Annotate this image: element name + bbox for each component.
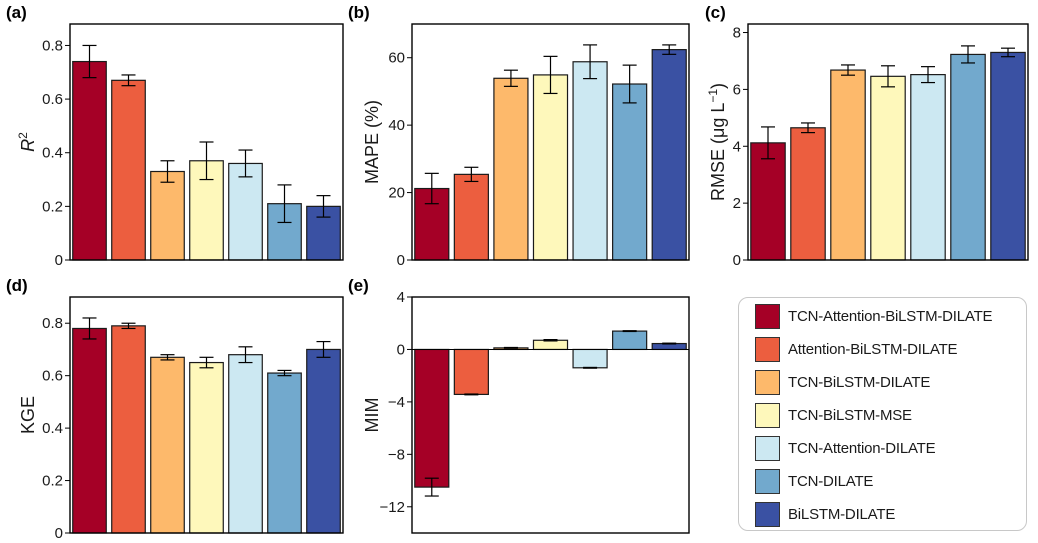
legend-label: Attention-BiLSTM-DILATE [788,341,958,358]
y-tick-label: −8 [388,446,405,463]
legend-label: TCN-Attention-DILATE [788,440,936,457]
panel-a: (a) 0 0.2 0.4 0.6 0.8 R2 [6,3,344,269]
bar [453,348,489,396]
legend-swatch [755,469,780,494]
y-tick-label: 0 [55,252,63,269]
plot-frame [411,296,690,534]
legend-swatch [755,337,780,362]
bar [572,348,608,369]
y-axis-title: RMSE (μg L−1) [706,83,728,201]
y-tick-label: 0.6 [42,368,63,385]
legend-swatch [755,370,780,395]
panel-d: (d) 0 0.2 0.4 0.6 0.8 KGE [6,276,344,542]
panel-label: (e) [348,276,369,295]
legend-item: TCN-Attention-DILATE [755,436,936,461]
bar [228,354,263,534]
legend-label: TCN-Attention-BiLSTM-DILATE [788,308,993,325]
y-tick-label: 0 [397,252,405,269]
legend-swatch [755,304,780,329]
y-tick-label: 40 [388,117,405,134]
panel-label: (b) [348,3,370,22]
bar [910,74,946,261]
y-tick-label: 2 [733,195,741,212]
bar [612,330,648,351]
bar [612,83,648,261]
bar [532,74,569,261]
y-tick-label: 0.2 [42,198,63,215]
panel-e: (e) −12 −8 −4 0 4 MIM [348,276,690,534]
legend-item: BiLSTM-DILATE [755,502,895,527]
legend-item: Attention-BiLSTM-DILATE [755,337,958,362]
plot-frame [411,23,690,261]
y-tick-label: 0 [55,525,63,542]
legend-label: TCN-DILATE [788,473,874,490]
bar [267,372,302,534]
bar [950,53,986,261]
panel-label: (d) [6,276,28,295]
y-tick-label: −12 [380,499,405,516]
y-tick-label: 60 [388,50,405,67]
bar [990,51,1026,261]
legend-item: TCN-BiLSTM-MSE [755,403,912,428]
bar [150,170,185,261]
panel-c: (c) 0 2 4 6 8 RMSE (μg L−1) [705,3,1029,269]
legend-swatch [755,403,780,428]
panel-label: (c) [705,3,726,22]
legend-item: TCN-DILATE [755,469,873,494]
y-axis-title: MAPE (%) [362,100,382,184]
bar [306,348,341,534]
bar [750,142,786,261]
bar [532,339,569,351]
y-tick-label: 0.6 [42,91,63,108]
bar [228,162,263,261]
y-tick-label: −4 [388,394,405,411]
y-tick-label: 0.4 [42,420,63,437]
y-tick-label: 0.2 [42,473,63,490]
y-axis-title: KGE [18,396,38,434]
y-tick-label: 4 [397,289,405,306]
bar [111,325,146,534]
y-tick-label: 20 [388,185,405,202]
legend-label: TCN-BiLSTM-DILATE [788,374,931,391]
y-tick-label: 0.8 [42,315,63,332]
bar [414,348,450,488]
bar [493,77,529,261]
bar [651,49,687,261]
bar [572,61,608,261]
legend-swatch [755,436,780,461]
y-tick-label: 0.4 [42,145,63,162]
bar [870,75,906,261]
y-tick-label: 4 [733,138,741,155]
plot-frame [69,296,344,534]
bar [72,327,107,534]
y-tick-label: 0 [397,341,405,358]
legend: TCN-Attention-BiLSTM-DILATE Attention-Bi… [738,297,1027,531]
bar [830,69,866,261]
y-tick-label: 0 [733,252,741,269]
bar [453,173,489,261]
bar [111,79,146,261]
y-tick-label: 8 [733,25,741,42]
legend-label: TCN-BiLSTM-MSE [788,407,912,424]
legend-item: TCN-BiLSTM-DILATE [755,370,930,395]
panel-b: (b) 0 20 40 60 MAPE (%) [348,3,690,269]
legend-label: BiLSTM-DILATE [788,506,896,523]
bar [790,127,826,261]
plot-frame [747,23,1029,261]
plot-frame [69,23,344,261]
legend-item: TCN-Attention-BiLSTM-DILATE [755,304,993,329]
bar [189,361,224,534]
y-tick-label: 6 [733,81,741,98]
legend-swatch [755,502,780,527]
y-tick-label: 0.8 [42,37,63,54]
y-axis-title: MIM [362,398,382,433]
y-axis-title: R2 [16,132,38,152]
bar [150,356,185,534]
panel-label: (a) [6,3,27,22]
bar [72,60,107,261]
